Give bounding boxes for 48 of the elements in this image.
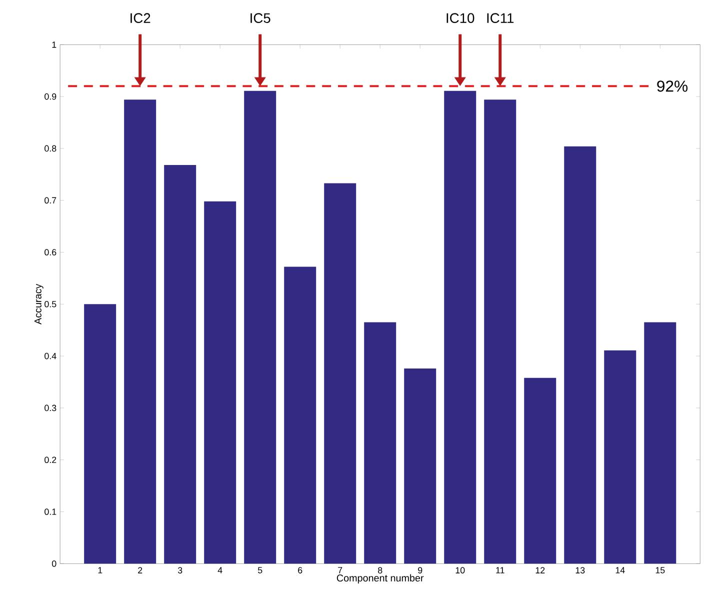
y-tick-label: 0.4	[44, 352, 56, 360]
bar	[244, 90, 276, 564]
y-tick-label: 0.7	[44, 197, 56, 204]
x-tick-label: 3	[178, 566, 182, 574]
x-tick-label: 9	[418, 566, 422, 574]
bar	[124, 100, 156, 564]
annotation: IC2	[130, 13, 150, 23]
x-tick-label: 11	[496, 566, 504, 574]
bar	[324, 183, 356, 564]
x-tick-label: 10	[456, 566, 465, 574]
y-tick-label: 0.9	[44, 93, 56, 100]
bar	[284, 266, 316, 564]
annotation: IC10	[446, 13, 474, 23]
y-tick-label: 0.6	[44, 248, 56, 256]
x-tick-label: 14	[616, 566, 625, 574]
annotation: IC11	[487, 13, 514, 23]
y-tick-label: 1	[52, 41, 56, 48]
bar	[164, 164, 196, 564]
bar	[484, 100, 516, 564]
x-tick-label: 4	[218, 566, 222, 574]
x-tick-label: 2	[138, 566, 142, 574]
bar	[524, 378, 556, 564]
x-tick-label: 15	[656, 566, 665, 574]
x-tick-label: 13	[576, 566, 585, 574]
x-tick-label: 6	[298, 566, 302, 574]
x-tick-label: 5	[258, 566, 262, 574]
y-tick-label: 0.1	[44, 508, 56, 515]
y-axis-title: Accuracy	[34, 284, 44, 324]
bar	[404, 368, 436, 564]
bar	[444, 90, 476, 564]
bar	[204, 201, 236, 564]
y-tick-label: 0.8	[44, 145, 56, 152]
annotation: IC5	[250, 13, 270, 23]
x-tick-label: 12	[536, 566, 545, 574]
x-tick-label: 7	[338, 566, 342, 574]
bar	[604, 350, 636, 564]
x-axis-title: Component number	[336, 574, 424, 584]
ref-line-label: 92%	[657, 80, 688, 92]
y-tick-label: 0.2	[44, 456, 56, 463]
y-tick-label: 0.3	[44, 404, 56, 411]
y-tick-label: 0	[52, 560, 56, 567]
bar	[564, 146, 596, 564]
bar	[364, 322, 396, 564]
x-tick-label: 8	[378, 566, 382, 574]
bar	[644, 322, 676, 564]
x-tick-label: 1	[98, 566, 102, 574]
bar	[84, 304, 116, 564]
y-tick-label: 0.5	[44, 300, 56, 308]
